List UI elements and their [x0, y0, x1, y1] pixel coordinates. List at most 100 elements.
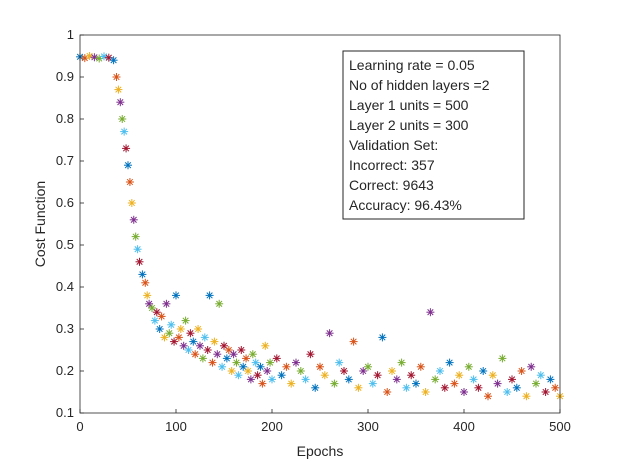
data-point: [135, 257, 144, 266]
data-point: [532, 379, 540, 388]
x-tick-label: 200: [261, 419, 283, 434]
data-point: [488, 371, 497, 380]
data-point: [306, 350, 315, 359]
data-point: [503, 388, 512, 396]
data-point: [213, 350, 222, 359]
data-point: [426, 308, 435, 317]
data-point: [127, 199, 136, 207]
y-tick-label: 0.3: [56, 321, 74, 336]
data-point: [181, 316, 190, 325]
data-point: [234, 371, 243, 380]
data-point: [189, 337, 198, 346]
data-point: [498, 354, 507, 363]
data-point: [493, 379, 502, 388]
data-point: [145, 299, 154, 308]
data-point: [383, 388, 392, 396]
x-tick-label: 100: [165, 419, 187, 434]
data-point: [320, 371, 329, 380]
data-point: [143, 291, 152, 300]
data-point: [261, 341, 270, 350]
annotation-line: Correct: 9643: [349, 177, 434, 193]
data-point: [325, 329, 334, 338]
data-point: [203, 346, 212, 354]
data-point: [179, 341, 188, 350]
y-tick-label: 0.7: [56, 153, 74, 168]
data-point: [392, 375, 401, 384]
data-point: [311, 383, 320, 392]
data-point: [196, 341, 204, 350]
data-point: [272, 354, 281, 363]
data-point: [397, 358, 406, 367]
data-point: [445, 358, 454, 367]
annotation-line: Learning rate = 0.05: [349, 57, 475, 73]
data-point: [517, 367, 526, 375]
data-point: [349, 337, 358, 346]
y-tick-label: 0.6: [56, 195, 74, 210]
data-point: [172, 291, 180, 300]
data-point: [354, 383, 363, 392]
data-point: [464, 362, 473, 371]
data-point: [412, 379, 420, 388]
x-tick-label: 500: [549, 419, 571, 434]
y-tick-label: 0.5: [56, 237, 74, 252]
data-point: [292, 358, 300, 367]
data-point: [162, 299, 171, 308]
data-point: [112, 73, 121, 81]
x-tick-label: 400: [453, 419, 475, 434]
data-point: [340, 367, 348, 375]
data-point: [205, 291, 214, 300]
data-point: [131, 232, 140, 241]
x-tick-label: 300: [357, 419, 379, 434]
annotation-line: No of hidden layers =2: [349, 77, 490, 93]
data-point: [120, 127, 129, 136]
data-point: [301, 375, 310, 384]
data-point: [536, 371, 545, 380]
y-axis-ticks: 0.1 0.2 0.3 0.4 0.5 0.6 0.7 0.8 0.9 1: [56, 27, 84, 420]
data-point: [165, 329, 174, 338]
y-tick-label: 0.2: [56, 363, 74, 378]
data-point: [546, 375, 555, 384]
data-point: [258, 379, 267, 388]
data-point: [90, 53, 99, 62]
data-point: [431, 375, 440, 384]
data-point: [141, 278, 150, 287]
y-tick-label: 0.9: [56, 69, 74, 84]
data-point: [186, 329, 195, 338]
data-point: [155, 325, 164, 333]
data-point: [100, 52, 108, 61]
data-point: [416, 362, 425, 371]
data-point: [268, 375, 276, 384]
y-tick-label: 0.4: [56, 279, 74, 294]
data-point: [469, 375, 478, 384]
x-axis-ticks: 0 100 200 300 400 500: [76, 409, 571, 434]
data-point: [229, 350, 238, 359]
annotation-line: Validation Set:: [349, 137, 438, 153]
data-point: [210, 337, 219, 346]
data-point: [263, 367, 272, 375]
data-point: [118, 115, 127, 123]
data-point: [402, 383, 411, 392]
data-point: [198, 354, 207, 363]
data-point: [296, 367, 305, 375]
data-point: [184, 346, 193, 354]
data-point: [479, 367, 488, 375]
data-point: [222, 354, 231, 363]
data-point: [133, 245, 142, 254]
data-point: [551, 383, 560, 392]
data-point: [109, 56, 118, 65]
data-point: [253, 371, 262, 380]
data-point: [215, 299, 224, 308]
data-point: [191, 350, 200, 359]
data-point: [508, 375, 516, 384]
x-tick-label: 0: [76, 419, 83, 434]
data-point: [522, 392, 531, 401]
y-axis-label: Cost Function: [32, 181, 48, 267]
data-point: [116, 98, 125, 107]
data-point: [474, 383, 483, 392]
x-axis-label: Epochs: [297, 443, 344, 459]
data-point: [440, 383, 449, 392]
data-point: [460, 388, 468, 396]
data-point: [232, 358, 241, 367]
annotation-line: Incorrect: 357: [349, 157, 435, 173]
